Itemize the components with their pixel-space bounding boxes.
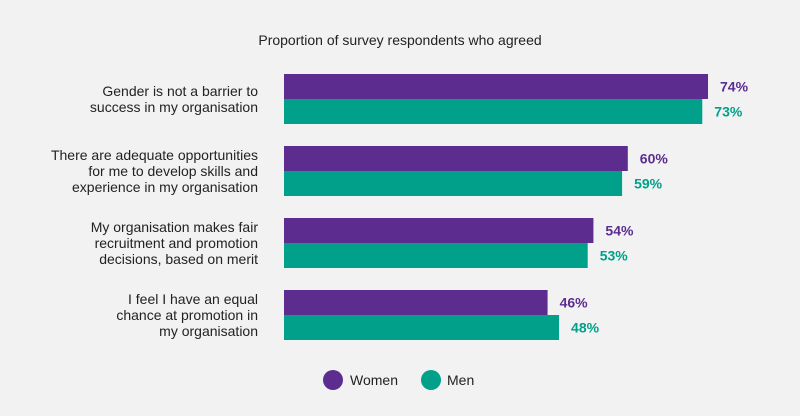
category-label-line: my organisation xyxy=(159,323,258,339)
bar-men xyxy=(284,171,623,196)
bars-layer: 74% 73% 60% 59% 54% 53% 46% 48% xyxy=(284,74,749,340)
category-label: There are adequate opportunities for me t… xyxy=(51,147,258,195)
value-label-women: 74% xyxy=(720,79,749,95)
category-label-line: I feel I have an equal xyxy=(128,291,258,307)
category-label: I feel I have an equal chance at promotio… xyxy=(116,291,258,339)
bar-women xyxy=(284,146,628,171)
bar-men xyxy=(284,315,560,340)
legend-swatch-men xyxy=(421,370,441,390)
value-label-men: 73% xyxy=(714,104,743,120)
value-label-women: 60% xyxy=(640,151,669,167)
legend-label-men: Men xyxy=(447,372,474,388)
value-label-women: 54% xyxy=(605,223,634,239)
category-label-line: recruitment and promotion xyxy=(95,235,258,251)
legend-label-women: Women xyxy=(350,372,398,388)
category-label-line: chance at promotion in xyxy=(116,307,258,323)
chart-title: Proportion of survey respondents who agr… xyxy=(258,32,541,48)
bar-women xyxy=(284,74,709,99)
category-label-line: success in my organisation xyxy=(90,99,258,115)
category-label-line: Gender is not a barrier to xyxy=(102,83,258,99)
value-label-men: 48% xyxy=(571,320,600,336)
bar-men xyxy=(284,243,588,268)
legend: Women Men xyxy=(323,370,474,390)
category-labels: Gender is not a barrier to success in my … xyxy=(51,83,258,339)
category-label-line: My organisation makes fair xyxy=(91,219,259,235)
category-label: Gender is not a barrier to success in my … xyxy=(90,83,258,115)
value-label-men: 53% xyxy=(600,248,629,264)
value-label-women: 46% xyxy=(560,295,589,311)
bar-women xyxy=(284,290,548,315)
category-label: My organisation makes fair recruitment an… xyxy=(91,219,259,267)
legend-swatch-women xyxy=(323,370,343,390)
bar-men xyxy=(284,99,703,124)
category-label-line: for me to develop skills and xyxy=(88,163,258,179)
bar-women xyxy=(284,218,594,243)
category-label-line: experience in my organisation xyxy=(72,179,258,195)
category-label-line: There are adequate opportunities xyxy=(51,147,258,163)
category-label-line: decisions, based on merit xyxy=(99,251,258,267)
value-label-men: 59% xyxy=(634,176,663,192)
